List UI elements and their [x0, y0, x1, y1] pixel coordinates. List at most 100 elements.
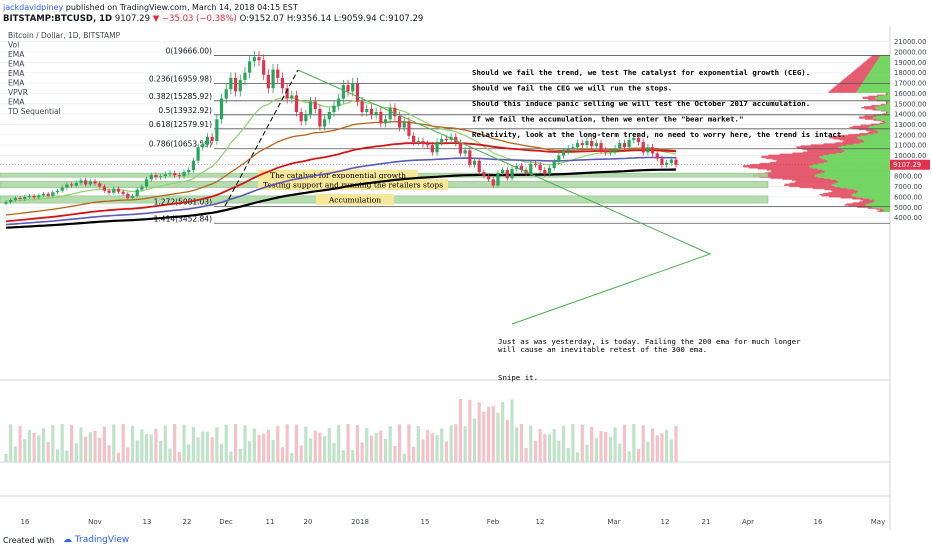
vpvr-bar	[865, 118, 877, 120]
vpvr-bar	[839, 82, 863, 84]
candle-body	[116, 188, 121, 192]
candle-body	[491, 179, 495, 186]
candle-body	[187, 169, 191, 173]
triangle-pattern	[224, 69, 712, 325]
volume-bar	[238, 448, 242, 462]
vpvr-bar	[830, 178, 890, 180]
candle-body	[280, 77, 285, 89]
vpvr-bar	[877, 131, 890, 134]
vpvr-bar	[829, 90, 857, 92]
volume-bar	[294, 424, 299, 462]
volume-bar	[580, 424, 584, 462]
vpvr-bar	[837, 84, 861, 86]
price-change: −35.03 (−0.38%)	[161, 14, 237, 24]
fib-label: 0.5(13932.92)	[158, 106, 212, 115]
vpvr-bar	[823, 143, 854, 145]
vpvr-bar	[871, 104, 880, 107]
vpvr-bar	[799, 186, 841, 189]
candle-body	[37, 195, 41, 198]
price-tick-label: 8000.00	[894, 173, 922, 181]
vpvr-bar	[851, 193, 890, 196]
ema-line	[5, 156, 677, 226]
candle-body	[313, 101, 317, 109]
trend-dashed-line	[224, 69, 299, 207]
price-axis[interactable]: 4000.005000.006000.007000.008000.009000.…	[890, 38, 930, 222]
volume-bar	[318, 432, 322, 462]
candle-body	[18, 197, 22, 199]
created-with-text: Created with	[3, 536, 55, 545]
price-tick-label: 6000.00	[894, 193, 922, 201]
candle-body	[351, 83, 355, 92]
volume-bar	[88, 432, 92, 462]
volume-bar	[468, 399, 472, 462]
price-tick-label: 7000.00	[894, 183, 922, 191]
volume-bar	[276, 425, 280, 462]
vpvr-bar	[877, 210, 884, 212]
vpvr-bar	[848, 74, 868, 77]
volume-bar	[627, 451, 631, 462]
volume-bar	[524, 447, 528, 462]
candle-body	[93, 181, 97, 184]
volume-bar	[4, 454, 8, 462]
candle-body	[65, 184, 69, 188]
volume-bar	[79, 427, 83, 462]
vpvr-bar	[832, 183, 890, 186]
volume-bar	[313, 430, 317, 462]
candle-body	[496, 173, 500, 186]
vpvr-bar	[817, 168, 890, 170]
volume-bar	[163, 425, 167, 462]
vpvr-bar	[761, 156, 820, 159]
vpvr-bar	[828, 191, 857, 194]
vpvr-bar	[846, 203, 867, 205]
vpvr-bar	[802, 151, 842, 153]
author-link[interactable]: jackdavidpiney	[3, 3, 64, 12]
volume-bar	[360, 442, 364, 462]
volume-bar	[285, 424, 289, 462]
vpvr-bar	[884, 209, 890, 211]
candle-body	[257, 57, 261, 61]
vpvr-bar	[857, 89, 890, 91]
candle-body	[665, 162, 669, 165]
vpvr-bar	[864, 108, 876, 110]
legend-item: TD Sequential	[7, 107, 61, 116]
vpvr-bar	[879, 56, 890, 58]
volume-bar	[388, 426, 392, 462]
time-axis[interactable]: 16 Nov 13 22 Dec 11 20 2018 15 Feb 12 Mar 12 21 Apr 16 M…	[21, 518, 886, 526]
candles	[4, 51, 678, 206]
candle-body	[622, 143, 627, 148]
vpvr-bar	[874, 97, 890, 100]
volume-bar	[9, 424, 13, 462]
price-chart[interactable]: The catalyst for exponential growthTesti…	[0, 26, 932, 530]
vpvr-bar	[844, 150, 890, 152]
candle-body	[360, 101, 364, 113]
time-tick-label: Dec	[219, 518, 233, 526]
candle-body	[599, 143, 603, 151]
vpvr-bar	[852, 125, 870, 128]
vpvr-bar	[858, 116, 873, 118]
volume-bar	[332, 442, 336, 462]
vpvr-bar	[797, 147, 839, 149]
candle-body	[219, 98, 224, 120]
vpvr-bar	[856, 137, 890, 139]
tradingview-logo[interactable]: ☁ TradingView	[63, 535, 130, 545]
candle-body	[23, 196, 27, 199]
price-tick-label: 20000.00	[894, 49, 926, 57]
vpvr-bar	[819, 193, 852, 196]
candle-body	[590, 141, 594, 147]
vpvr-bar	[858, 138, 890, 140]
vpvr-bar	[873, 64, 890, 67]
vpvr-bar	[765, 172, 822, 174]
vpvr-bar	[869, 71, 890, 74]
vpvr-bar	[853, 188, 890, 191]
vpvr-bar	[862, 139, 890, 141]
vpvr-bar	[887, 102, 890, 105]
note-line: Relativity, look at the long-term trend,…	[472, 130, 846, 139]
vpvr-bar	[818, 162, 890, 165]
vpvr-bar	[866, 129, 877, 132]
vpvr-bar	[864, 204, 890, 206]
candle-body	[379, 112, 383, 124]
vpvr-bar	[853, 70, 870, 73]
price-tick-label: 11000.00	[894, 142, 926, 150]
vpvr-bar	[844, 149, 890, 151]
time-tick-label: Apr	[742, 518, 754, 526]
